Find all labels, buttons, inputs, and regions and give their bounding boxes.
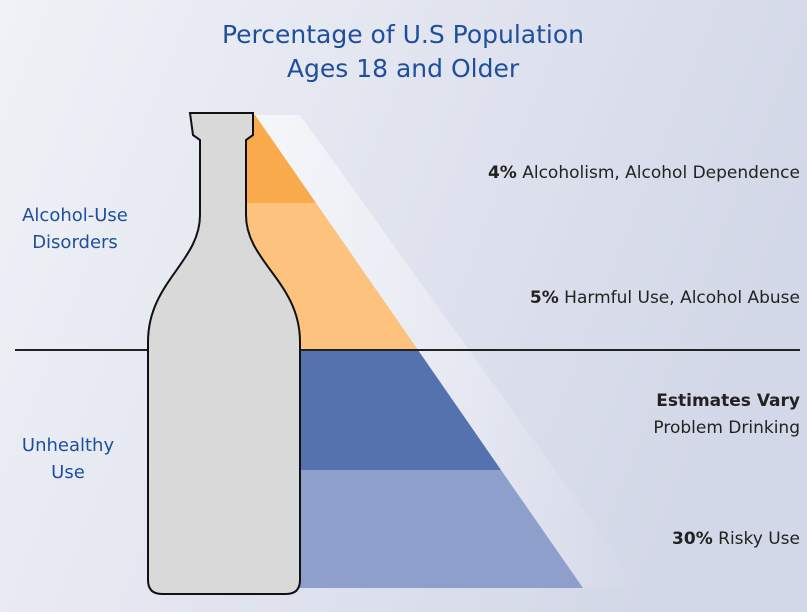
tier-label: Alcoholism, Alcohol Dependence xyxy=(522,163,800,183)
tier-figure: 4% xyxy=(488,163,517,183)
tier-label: Harmful Use, Alcohol Abuse xyxy=(564,288,800,308)
group-label: Use xyxy=(51,462,85,483)
group-label: Alcohol-Use xyxy=(22,205,128,226)
tier-text: 30% Risky Use xyxy=(672,529,800,549)
title-line: Ages 18 and Older xyxy=(287,54,520,83)
tier-text: 5% Harmful Use, Alcohol Abuse xyxy=(530,288,800,308)
tier-figure: Estimates Vary xyxy=(656,391,800,411)
diagram: Percentage of U.S Population Ages 18 and… xyxy=(0,0,807,612)
tier-label: Risky Use xyxy=(718,529,800,549)
tier-label: Problem Drinking xyxy=(653,418,800,438)
tier-figure: 30% xyxy=(672,529,713,549)
title-line: Percentage of U.S Population xyxy=(222,20,584,49)
tier-figure: 5% xyxy=(530,288,559,308)
group-label: Disorders xyxy=(32,232,118,253)
tier-text: 4% Alcoholism, Alcohol Dependence xyxy=(488,163,800,183)
page: Percentage of U.S Population Ages 18 and… xyxy=(0,0,807,612)
group-label: Unhealthy xyxy=(22,435,115,456)
